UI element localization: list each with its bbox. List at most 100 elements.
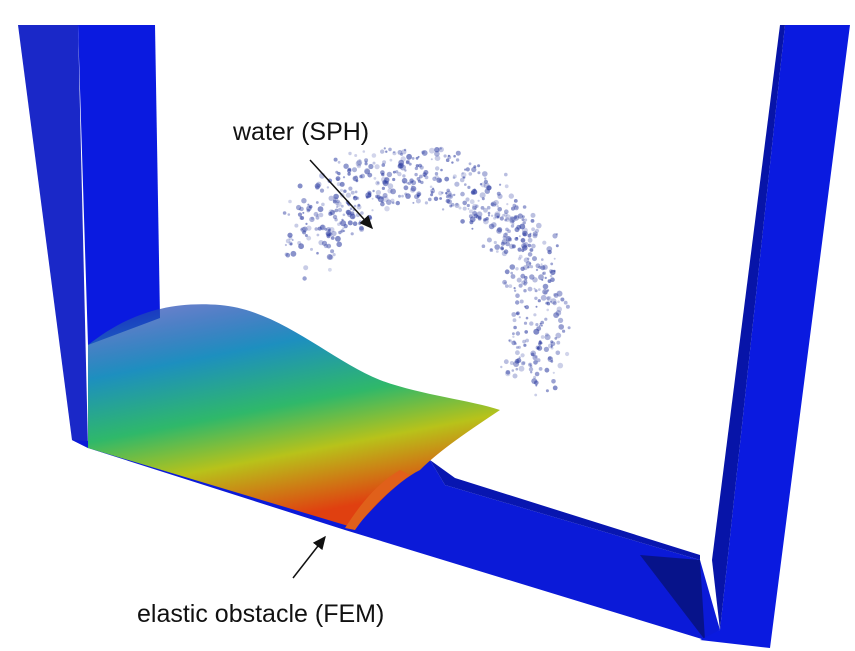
particle [510, 272, 513, 275]
particle [453, 155, 456, 158]
particle [365, 162, 368, 165]
particle [355, 175, 357, 177]
particle [535, 372, 540, 377]
particle [470, 199, 475, 204]
particle [545, 302, 548, 305]
particle [556, 244, 559, 247]
particle [542, 289, 548, 295]
simulation-figure: water (SPH) elastic obstacle (FEM) [0, 0, 855, 651]
particle [474, 208, 476, 210]
particle [546, 389, 549, 392]
particle [385, 181, 387, 183]
particle [428, 198, 432, 202]
particle [371, 209, 373, 211]
particle [506, 236, 512, 242]
particle [504, 282, 507, 285]
particle [297, 241, 301, 245]
particle [557, 291, 563, 297]
particle [318, 206, 324, 212]
particle [439, 179, 443, 183]
particle [333, 197, 338, 202]
particle [519, 366, 525, 372]
particle [333, 253, 336, 256]
particle [531, 213, 536, 218]
particle [298, 184, 303, 189]
particle [508, 284, 512, 288]
particle [341, 205, 344, 208]
particle [512, 369, 515, 372]
particle [340, 182, 345, 187]
particle [546, 309, 549, 312]
particle [333, 215, 337, 219]
particle [470, 216, 476, 222]
particle [502, 251, 507, 256]
particle [488, 212, 491, 215]
particle [363, 150, 366, 153]
particle [316, 201, 319, 204]
particle [354, 205, 357, 208]
particle [531, 219, 535, 223]
particle [390, 189, 396, 195]
particle [446, 195, 449, 198]
particle [477, 164, 480, 167]
particle [497, 207, 502, 212]
particle [468, 208, 470, 210]
particle [541, 325, 543, 327]
particle [522, 245, 528, 251]
particle [294, 224, 298, 228]
particle [548, 279, 552, 283]
particle [484, 177, 486, 179]
particle [408, 182, 411, 185]
particle [454, 182, 459, 187]
particle [406, 154, 412, 160]
particle [343, 176, 345, 178]
particle [482, 197, 485, 200]
particle [402, 174, 405, 177]
particle [517, 278, 522, 283]
particle [414, 173, 417, 176]
particle [500, 366, 502, 368]
particle [432, 177, 436, 181]
particle [497, 227, 502, 232]
particle [435, 166, 439, 170]
particle [335, 202, 339, 206]
particle [340, 189, 343, 192]
particle [523, 289, 526, 292]
particle [347, 172, 350, 175]
particle [530, 248, 534, 252]
particle [521, 238, 525, 242]
particle [405, 193, 411, 199]
particle [550, 275, 553, 278]
particle [320, 189, 324, 193]
water-label: water (SPH) [232, 118, 369, 146]
particle [326, 234, 330, 238]
particle [524, 257, 529, 262]
particle [541, 258, 544, 261]
particle [545, 368, 550, 373]
particle [483, 219, 489, 225]
particle [442, 208, 444, 210]
particle [291, 251, 297, 257]
particle [541, 279, 543, 281]
particle [462, 172, 464, 174]
particle [553, 386, 558, 391]
particle [378, 196, 384, 202]
particle [298, 213, 302, 217]
particle [536, 346, 540, 350]
particle [519, 356, 521, 358]
particle [522, 215, 525, 218]
particle [343, 230, 345, 232]
particle [348, 187, 352, 191]
particle [444, 154, 447, 157]
particle [505, 232, 508, 235]
particle [360, 211, 364, 215]
particle [497, 194, 502, 199]
particle [338, 161, 341, 164]
particle [520, 267, 524, 271]
particle [480, 192, 486, 198]
particle [482, 171, 488, 177]
particle [301, 198, 306, 203]
particle [487, 185, 492, 190]
obstacle-label: elastic obstacle (FEM) [137, 600, 384, 628]
particle [352, 167, 357, 172]
